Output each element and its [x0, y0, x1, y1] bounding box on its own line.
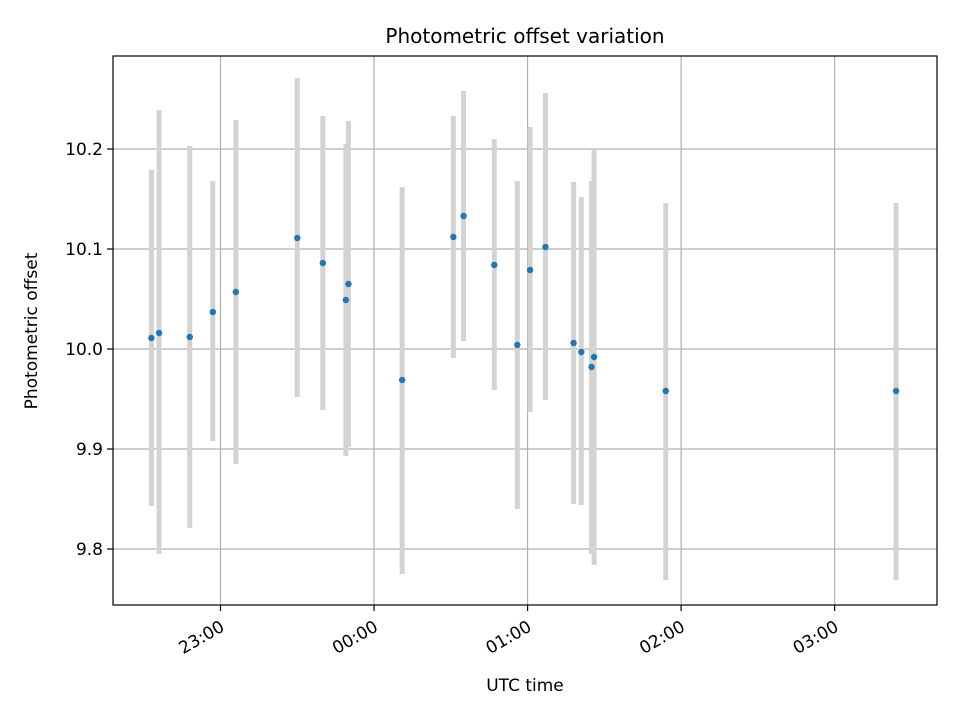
plot-frame	[112, 55, 938, 606]
data-points	[148, 212, 900, 395]
y-tick-label: 10.1	[65, 240, 103, 260]
data-point	[570, 339, 577, 347]
data-point	[514, 341, 521, 349]
y-tick-label: 9.9	[76, 440, 103, 460]
data-point	[450, 233, 457, 241]
data-point	[588, 363, 595, 371]
y-tick-label: 10.2	[65, 140, 103, 160]
data-point	[578, 348, 585, 356]
data-point	[342, 296, 350, 304]
data-point	[186, 333, 193, 341]
data-point	[398, 376, 406, 384]
grid-lines	[113, 56, 937, 605]
data-point	[319, 259, 327, 267]
data-point	[232, 288, 240, 296]
data-point	[662, 387, 669, 395]
data-point	[460, 212, 467, 220]
data-point	[526, 266, 534, 274]
data-point	[892, 387, 900, 395]
y-tick-label: 10.0	[65, 340, 103, 360]
y-tick-label: 9.8	[76, 540, 103, 560]
y-axis-label: Photometric offset	[22, 252, 42, 409]
data-point	[155, 329, 163, 337]
data-point	[590, 353, 598, 361]
data-point	[294, 234, 301, 242]
chart-title: Photometric offset variation	[385, 24, 664, 48]
x-axis-label: UTC time	[486, 676, 564, 696]
data-point	[542, 243, 549, 251]
data-point	[491, 261, 498, 269]
data-point	[345, 280, 352, 288]
data-point	[209, 308, 217, 316]
data-point	[148, 334, 155, 342]
